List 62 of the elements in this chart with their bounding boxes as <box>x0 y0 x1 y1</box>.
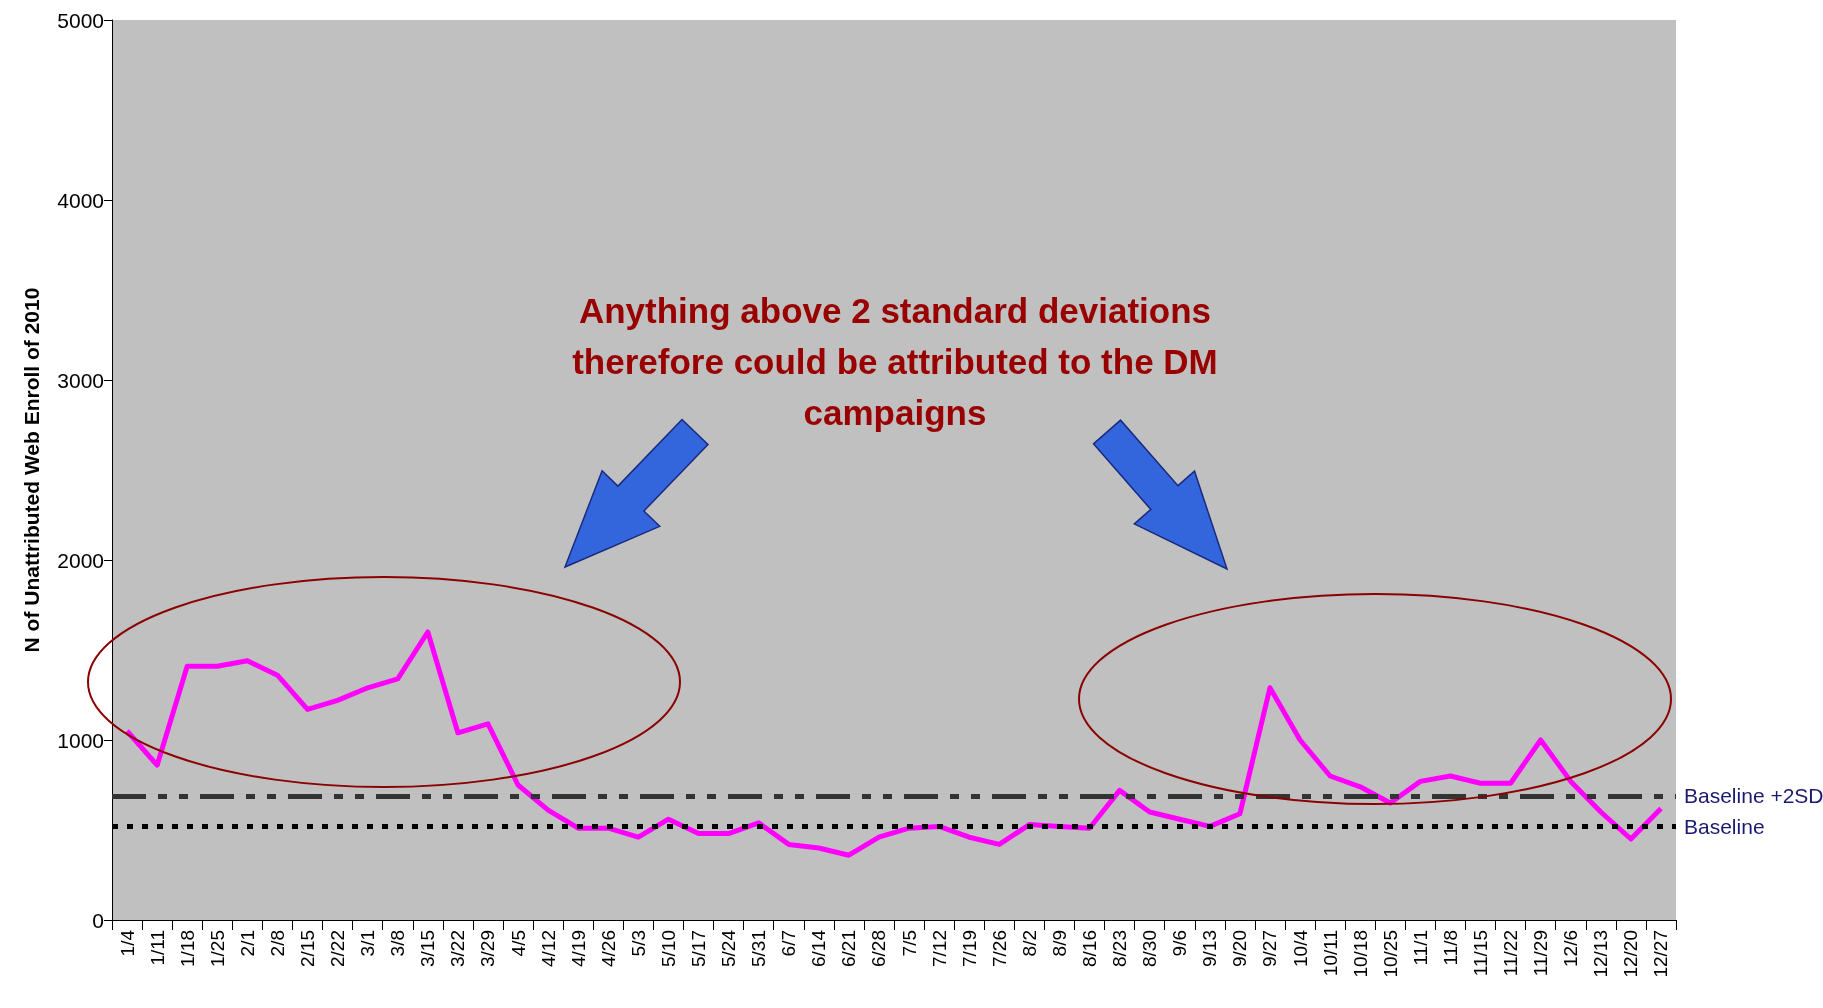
x-tick-label: 12/13 <box>1590 930 1612 978</box>
x-tick-label: 7/5 <box>898 930 920 957</box>
x-tick-label: 1/18 <box>176 930 198 967</box>
x-tick-label: 4/19 <box>567 930 589 967</box>
x-tick-label: 6/28 <box>868 930 890 967</box>
x-tick-label: 10/18 <box>1349 930 1371 978</box>
annotation: Anything above 2 standard deviations therefore could be attributed to the DM campaigns <box>571 290 1219 434</box>
x-tick-label: 1/11 <box>146 930 168 966</box>
x-tick-label: 11/15 <box>1470 930 1491 977</box>
x-tick-label: 3/15 <box>417 930 439 967</box>
x-tick-label: 8/9 <box>1048 930 1070 957</box>
x-tick-label: 8/2 <box>1018 930 1040 957</box>
x-tick-label: 5/31 <box>748 930 770 967</box>
x-tick-label: 10/11 <box>1319 930 1341 977</box>
x-tick-label: 6/7 <box>778 930 800 957</box>
x-tick-label: 4/26 <box>597 930 619 967</box>
x-tick-label: 3/1 <box>357 930 379 957</box>
x-tick-label: 2/22 <box>327 930 349 967</box>
x-tick-label: 12/6 <box>1560 930 1582 967</box>
y-tick-label: 0 <box>92 908 104 932</box>
ref-line-label: Baseline +2SD <box>1684 784 1823 808</box>
x-tick-label: 5/24 <box>718 929 740 967</box>
y-tick-label: 2000 <box>57 548 104 572</box>
x-tick-label: 5/3 <box>627 930 649 957</box>
x-tick-label: 7/12 <box>928 930 950 967</box>
x-tick-label: 7/26 <box>988 930 1010 967</box>
x-tick-label: 9/20 <box>1229 930 1251 967</box>
x-tick-label: 4/12 <box>537 930 559 967</box>
x-tick-label: 8/16 <box>1079 930 1100 967</box>
x-tick-label: 5/10 <box>657 930 679 967</box>
x-tick-label: 8/30 <box>1139 930 1161 967</box>
x-tick-label: 3/29 <box>477 930 499 967</box>
x-tick-label: 2/15 <box>297 930 318 967</box>
x-tick-label: 3/8 <box>387 930 409 957</box>
x-tick-label: 11/8 <box>1439 930 1461 966</box>
x-tick-label: 6/21 <box>838 930 860 967</box>
ref-line-label: Baseline <box>1684 814 1765 838</box>
x-tick-label: 11/29 <box>1530 930 1552 977</box>
y-tick-label: 5000 <box>57 8 104 32</box>
x-tick-label: 5/17 <box>688 930 709 967</box>
y-tick-label: 1000 <box>57 728 104 752</box>
x-tick-label: 9/27 <box>1259 930 1281 967</box>
x-tick-label: 9/6 <box>1169 930 1191 957</box>
x-tick-label: 12/20 <box>1620 930 1642 978</box>
y-tick-label: 3000 <box>57 368 104 392</box>
x-tick-label: 6/14 <box>808 929 830 967</box>
x-tick-label: 11/22 <box>1500 930 1522 977</box>
x-tick-label: 3/22 <box>447 930 469 967</box>
x-tick-label: 10/4 <box>1289 929 1311 967</box>
x-tick-label: 2/8 <box>266 930 288 957</box>
x-tick-label: 10/25 <box>1379 930 1401 978</box>
y-axis-title: N of Unattributed Web Enroll of 2010 <box>20 287 43 653</box>
x-tick-label: 2/1 <box>236 930 258 957</box>
x-tick-label: 9/13 <box>1199 930 1221 967</box>
x-tick-label: 7/19 <box>958 930 980 967</box>
y-tick-label: 4000 <box>57 188 104 212</box>
x-tick-label: 4/5 <box>507 930 529 957</box>
x-tick-label: 1/4 <box>116 929 138 957</box>
x-tick-label: 8/23 <box>1109 930 1131 967</box>
x-tick-label: 1/25 <box>206 930 228 967</box>
x-tick-label: 11/1 <box>1409 930 1431 966</box>
x-tick-label: 12/27 <box>1650 930 1672 978</box>
